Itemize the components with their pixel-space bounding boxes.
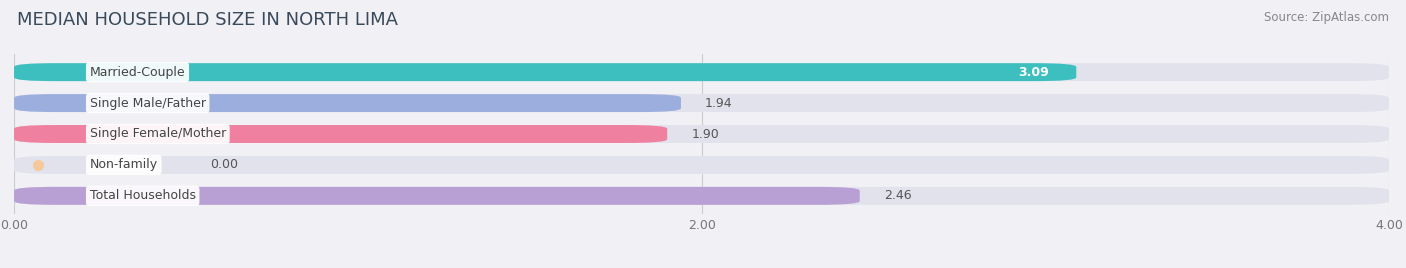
FancyBboxPatch shape [14,187,1389,205]
FancyBboxPatch shape [14,125,1389,143]
Text: 3.09: 3.09 [1018,66,1049,79]
Text: 2.46: 2.46 [884,189,911,202]
FancyBboxPatch shape [14,156,1389,174]
Text: 0.00: 0.00 [209,158,238,172]
Text: MEDIAN HOUSEHOLD SIZE IN NORTH LIMA: MEDIAN HOUSEHOLD SIZE IN NORTH LIMA [17,11,398,29]
Text: Single Female/Mother: Single Female/Mother [90,128,226,140]
Text: Married-Couple: Married-Couple [90,66,186,79]
Text: Single Male/Father: Single Male/Father [90,96,205,110]
FancyBboxPatch shape [14,125,668,143]
Text: 1.90: 1.90 [692,128,718,140]
FancyBboxPatch shape [14,63,1389,81]
FancyBboxPatch shape [14,187,859,205]
FancyBboxPatch shape [14,94,681,112]
Text: 1.94: 1.94 [704,96,733,110]
Text: Total Households: Total Households [90,189,195,202]
FancyBboxPatch shape [14,63,1077,81]
Text: Source: ZipAtlas.com: Source: ZipAtlas.com [1264,11,1389,24]
FancyBboxPatch shape [14,94,1389,112]
Text: Non-family: Non-family [90,158,157,172]
